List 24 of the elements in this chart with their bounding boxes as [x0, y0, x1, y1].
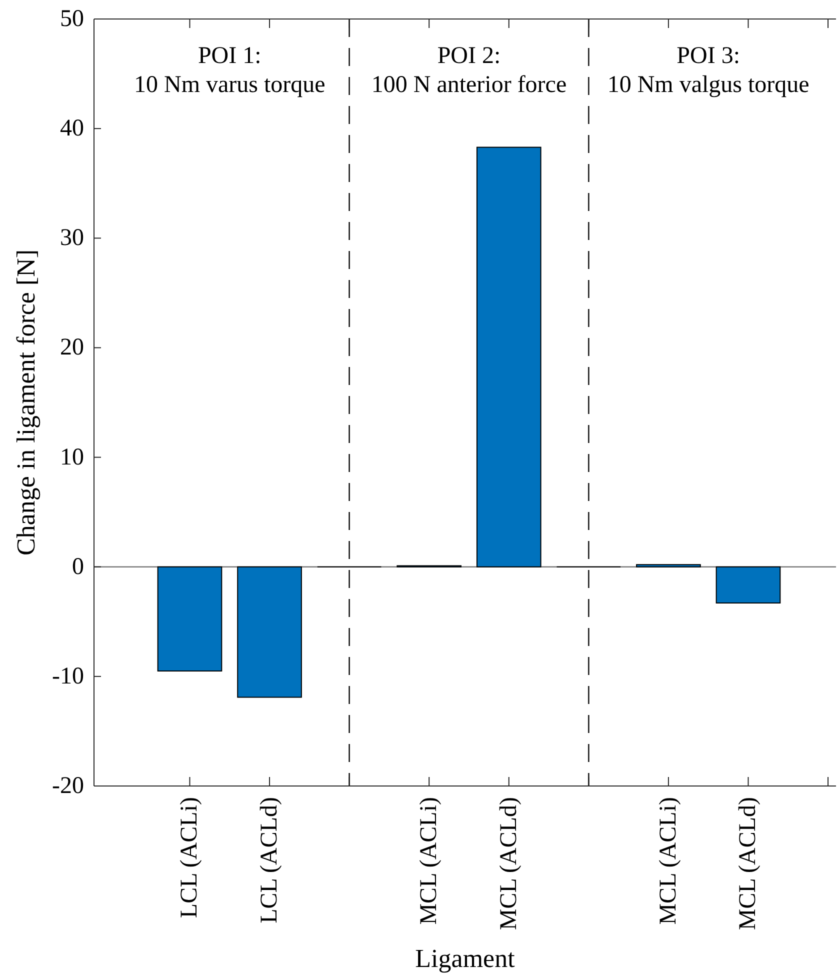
y-tick-label: 10: [60, 444, 84, 470]
annotation: POI 3: 10 Nm valgus torque: [607, 43, 810, 98]
x-tick-label: MCL (ACLi): [655, 797, 682, 925]
bar: [157, 566, 222, 672]
bar: [636, 564, 701, 568]
x-tick-label: LCL (ACLi): [176, 797, 203, 918]
y-tick-label: 50: [60, 6, 84, 32]
y-tick-label: 0: [72, 554, 84, 580]
y-tick-label: 40: [60, 116, 84, 142]
y-tick-label: -20: [52, 773, 84, 799]
x-tick-label: MCL (ACLi): [416, 797, 442, 925]
y-axis-title: Change in ligament force [N]: [12, 249, 40, 556]
x-tick-label: LCL (ACLd): [256, 797, 283, 924]
x-tick-label: MCL (ACLd): [735, 797, 762, 930]
annotation: POI 2: 100 N anterior force: [371, 43, 567, 98]
bar: [237, 566, 302, 698]
x-tick-label: MCL (ACLd): [496, 797, 522, 930]
bar: [476, 146, 542, 568]
y-tick-label: 30: [60, 225, 84, 252]
annotation: POI 1: 10 Nm varus torque: [134, 43, 326, 98]
y-tick-label: -10: [52, 663, 84, 690]
x-axis-title: Ligament: [415, 944, 516, 973]
y-tick-label: 20: [60, 334, 84, 361]
bar: [716, 566, 781, 604]
